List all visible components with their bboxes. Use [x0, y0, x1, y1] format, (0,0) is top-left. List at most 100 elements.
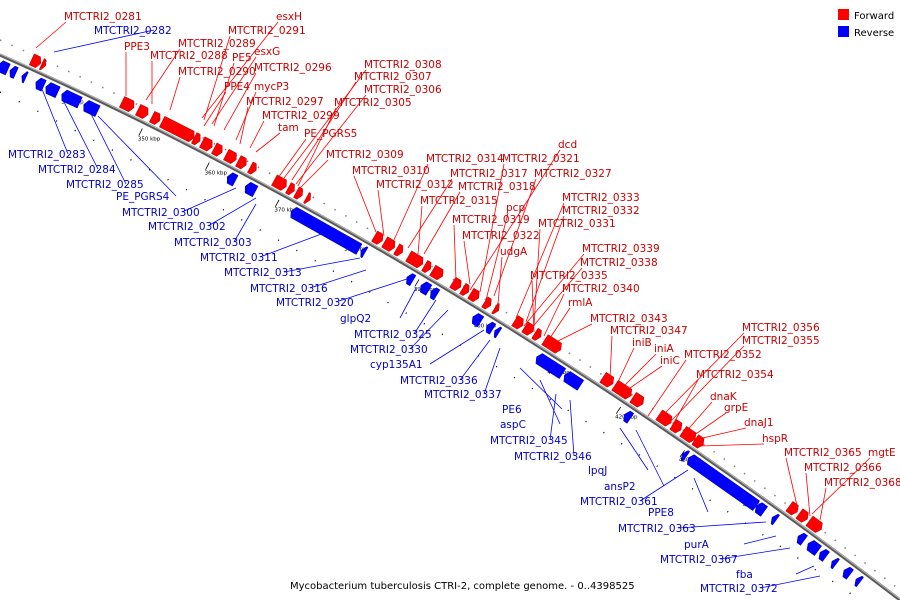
- genome-backbone-highlight: [0, 53, 900, 600]
- forward-gene: [38, 58, 47, 71]
- forward-gene: [655, 409, 673, 427]
- reverse-gene: [830, 557, 840, 570]
- forward-gene-label: iniC: [660, 355, 680, 367]
- forward-gene-label: esxH: [276, 11, 302, 23]
- reverse-label-leader: [409, 309, 449, 350]
- reverse-label-leader: [413, 299, 437, 335]
- forward-gene-label: MTCTRI2_0319: [452, 214, 530, 226]
- forward-label-leader: [659, 332, 745, 419]
- scale-tick-label: 350 kbp: [138, 137, 161, 143]
- forward-gene: [405, 250, 424, 269]
- forward-label-leader: [549, 307, 571, 339]
- reverse-gene-label: cyp135A1: [370, 359, 423, 371]
- forward-label-leader: [811, 457, 871, 515]
- forward-gene: [303, 192, 311, 204]
- forward-gene: [795, 508, 809, 523]
- forward-gene-label: MTCTRI2_0366: [804, 462, 882, 474]
- forward-label-leader: [299, 159, 329, 189]
- reverse-gene: [9, 65, 19, 79]
- forward-gene-label: MTCTRI2_0297: [246, 96, 324, 108]
- forward-gene: [149, 110, 161, 125]
- forward-label-leader: [485, 212, 509, 301]
- forward-label-leader: [249, 120, 265, 149]
- forward-label-leader: [555, 323, 593, 343]
- forward-gene-label: MTCTRI2_0306: [364, 84, 442, 96]
- forward-gene-label: MTCTRI2_0290: [178, 66, 256, 78]
- forward-gene-label: MTCTRI2_0340: [562, 283, 640, 295]
- forward-gene-label: pcp: [506, 202, 525, 214]
- forward-label-leader: [525, 215, 565, 323]
- forward-gene-label: MTCTRI2_0352: [684, 349, 762, 361]
- forward-label-leader: [201, 21, 279, 119]
- forward-gene: [118, 96, 135, 113]
- forward-gene-label: tam: [278, 122, 299, 134]
- forward-label-leader: [683, 401, 713, 435]
- forward-gene: [611, 379, 633, 400]
- reverse-gene: [770, 513, 781, 526]
- forward-gene-label: MTCTRI2_0307: [354, 71, 432, 83]
- forward-label-leader: [647, 359, 687, 417]
- reverse-gene: [360, 246, 369, 259]
- forward-gene-label: MTCTRI2_0314: [426, 153, 504, 165]
- reverse-gene: [796, 532, 808, 546]
- forward-gene-label: MTCTRI2_0332: [562, 205, 640, 217]
- forward-gene: [371, 230, 384, 245]
- forward-gene-label: MTCTRI2_0356: [742, 322, 820, 334]
- forward-label-leader: [417, 205, 423, 255]
- reverse-label-leader: [85, 103, 127, 185]
- forward-gene-label: MTCTRI2_0331: [538, 218, 616, 230]
- forward-gene: [393, 243, 404, 257]
- forward-label-leader: [463, 240, 471, 285]
- reverse-gene-label: glpQ2: [340, 313, 371, 325]
- scale-tick: [615, 406, 622, 414]
- forward-label-leader: [203, 91, 227, 127]
- legend-forward-label: Forward: [854, 11, 894, 22]
- forward-gene-label: PE_PGRS5: [304, 128, 357, 140]
- forward-label-leader: [479, 163, 505, 293]
- forward-label-leader: [515, 202, 565, 319]
- reverse-label-leader: [619, 427, 649, 471]
- reverse-gene-label: MTCTRI2_0316: [250, 283, 328, 295]
- forward-label-leader: [255, 132, 281, 153]
- reverse-label-leader: [39, 83, 69, 155]
- forward-gene: [521, 321, 534, 336]
- forward-gene-label: udgA: [500, 246, 528, 258]
- forward-label-leader: [617, 347, 635, 383]
- forward-label-leader: [531, 280, 535, 333]
- reverse-label-leader: [483, 347, 501, 395]
- reverse-gene-label: MTCTRI2_0285: [66, 179, 144, 191]
- forward-gene-label: MTCTRI2_0321: [502, 153, 580, 165]
- scale-tick-label: 400 kbp: [474, 323, 497, 329]
- forward-gene: [271, 174, 287, 191]
- reverse-gene: [818, 548, 830, 562]
- forward-label-leader: [533, 228, 541, 327]
- reverse-gene-label: MTCTRI2_0330: [350, 344, 428, 356]
- forward-gene: [235, 155, 247, 170]
- reverse-label-leader: [539, 379, 561, 425]
- reverse-label-leader: [283, 257, 361, 273]
- forward-gene: [199, 136, 213, 152]
- reverse-label-leader: [795, 565, 815, 575]
- forward-gene-label: MTCTRI2_0312: [376, 179, 454, 191]
- reverse-gene: [493, 326, 503, 339]
- forward-gene: [211, 142, 223, 157]
- forward-gene-label: MTCTRI2_0318: [458, 181, 536, 193]
- scale-tick: [274, 199, 280, 208]
- reverse-gene: [244, 181, 259, 198]
- forward-gene: [459, 282, 470, 296]
- forward-gene: [491, 302, 500, 315]
- forward-gene-label: PE5: [232, 52, 252, 64]
- forward-gene-label: MTCTRI2_0343: [590, 313, 668, 325]
- forward-gene: [381, 236, 396, 252]
- forward-label-leader: [819, 487, 827, 521]
- forward-gene-label: MTCTRI2_0310: [352, 165, 430, 177]
- reverse-gene-label: purA: [684, 539, 710, 551]
- reverse-label-leader: [677, 521, 767, 529]
- reverse-gene-label: MTCTRI2_0345: [490, 435, 568, 447]
- reverse-gene: [806, 540, 822, 556]
- reverse-gene: [623, 410, 635, 424]
- forward-gene-label: MTCTRI2_0308: [364, 59, 442, 71]
- forward-gene-label: MTCTRI2_0291: [228, 25, 306, 37]
